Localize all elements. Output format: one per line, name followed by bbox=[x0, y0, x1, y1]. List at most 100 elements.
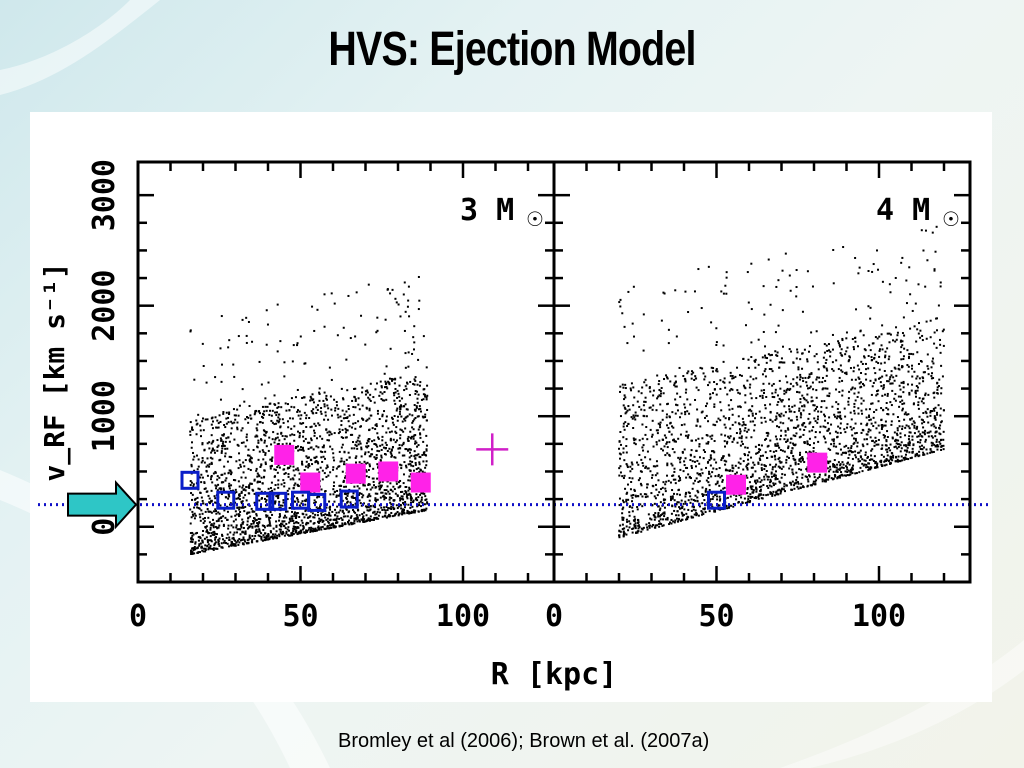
simulated-point bbox=[400, 490, 403, 493]
simulated-point bbox=[622, 451, 625, 454]
simulated-point bbox=[254, 519, 257, 522]
simulated-point bbox=[398, 451, 401, 454]
simulated-point bbox=[218, 544, 221, 547]
simulated-point bbox=[881, 423, 884, 426]
simulated-point bbox=[411, 352, 414, 355]
simulated-point bbox=[927, 373, 930, 376]
simulated-point bbox=[397, 514, 400, 517]
simulated-point bbox=[227, 421, 230, 424]
simulated-point bbox=[305, 498, 308, 501]
simulated-point bbox=[341, 397, 344, 400]
simulated-point bbox=[858, 266, 861, 269]
simulated-point bbox=[785, 461, 788, 464]
simulated-point bbox=[257, 441, 260, 444]
simulated-point bbox=[363, 518, 366, 521]
simulated-point bbox=[407, 439, 410, 442]
simulated-point bbox=[911, 383, 914, 386]
simulated-point bbox=[227, 346, 230, 349]
simulated-point bbox=[931, 372, 934, 375]
simulated-point bbox=[396, 511, 399, 514]
simulated-point bbox=[719, 379, 722, 382]
simulated-point bbox=[894, 340, 897, 343]
simulated-point bbox=[870, 454, 873, 457]
simulated-point bbox=[312, 401, 315, 404]
simulated-point bbox=[870, 422, 873, 425]
simulated-point bbox=[924, 438, 927, 441]
simulated-point bbox=[280, 483, 283, 486]
simulated-point bbox=[414, 392, 417, 395]
simulated-point bbox=[241, 522, 244, 525]
simulated-point bbox=[375, 498, 378, 501]
simulated-point bbox=[271, 489, 274, 492]
simulated-point bbox=[246, 439, 249, 442]
simulated-point bbox=[657, 511, 660, 514]
simulated-point bbox=[365, 419, 368, 422]
simulated-point bbox=[838, 468, 841, 471]
simulated-point bbox=[302, 513, 305, 516]
simulated-point bbox=[306, 456, 309, 459]
simulated-point bbox=[257, 517, 260, 520]
simulated-point bbox=[902, 391, 905, 394]
simulated-point bbox=[832, 463, 835, 466]
simulated-point bbox=[365, 407, 368, 410]
simulated-point bbox=[679, 395, 682, 398]
simulated-point bbox=[909, 457, 912, 460]
simulated-point bbox=[619, 443, 622, 446]
simulated-point bbox=[894, 367, 897, 370]
simulated-point bbox=[633, 515, 636, 518]
simulated-point bbox=[695, 449, 698, 452]
simulated-point bbox=[632, 404, 635, 407]
simulated-point bbox=[376, 412, 379, 415]
simulated-point bbox=[300, 422, 303, 425]
simulated-point bbox=[719, 387, 722, 390]
simulated-point bbox=[333, 302, 336, 305]
simulated-point bbox=[377, 437, 380, 440]
simulated-point bbox=[942, 448, 945, 451]
simulated-point bbox=[800, 413, 803, 416]
simulated-point bbox=[189, 433, 192, 436]
simulated-point bbox=[849, 367, 852, 370]
simulated-point bbox=[778, 379, 781, 382]
simulated-point bbox=[747, 358, 750, 361]
simulated-point bbox=[241, 531, 244, 534]
simulated-point bbox=[243, 465, 246, 468]
simulated-point bbox=[790, 488, 793, 491]
simulated-point bbox=[376, 329, 379, 332]
simulated-point bbox=[803, 428, 806, 431]
simulated-point bbox=[313, 431, 316, 434]
simulated-point bbox=[281, 434, 284, 437]
simulated-point bbox=[686, 466, 689, 469]
simulated-point bbox=[681, 451, 684, 454]
simulated-point bbox=[866, 443, 869, 446]
simulated-point bbox=[871, 385, 874, 388]
simulated-point bbox=[709, 393, 712, 396]
simulated-point bbox=[862, 399, 865, 402]
simulated-point bbox=[353, 519, 356, 522]
simulated-point bbox=[244, 445, 247, 448]
simulated-point bbox=[917, 332, 920, 335]
simulated-point bbox=[242, 531, 245, 534]
simulated-point bbox=[729, 371, 732, 374]
simulated-point bbox=[369, 505, 372, 508]
simulated-point bbox=[396, 415, 399, 418]
simulated-point bbox=[785, 391, 788, 394]
simulated-point bbox=[734, 464, 737, 467]
simulated-point bbox=[670, 522, 673, 525]
simulated-point bbox=[235, 541, 238, 544]
simulated-point bbox=[363, 511, 366, 514]
simulated-point bbox=[763, 468, 766, 471]
simulated-point bbox=[189, 430, 192, 433]
simulated-point bbox=[330, 292, 333, 295]
simulated-point bbox=[402, 443, 405, 446]
simulated-point bbox=[270, 459, 273, 462]
simulated-point bbox=[887, 408, 890, 411]
simulated-point bbox=[903, 347, 906, 350]
simulated-point bbox=[715, 393, 718, 396]
simulated-point bbox=[222, 538, 225, 541]
simulated-point bbox=[782, 465, 785, 468]
simulated-point bbox=[266, 495, 269, 498]
simulated-point bbox=[232, 533, 235, 536]
simulated-point bbox=[876, 337, 879, 340]
simulated-point bbox=[326, 513, 329, 516]
simulated-point bbox=[674, 375, 677, 378]
